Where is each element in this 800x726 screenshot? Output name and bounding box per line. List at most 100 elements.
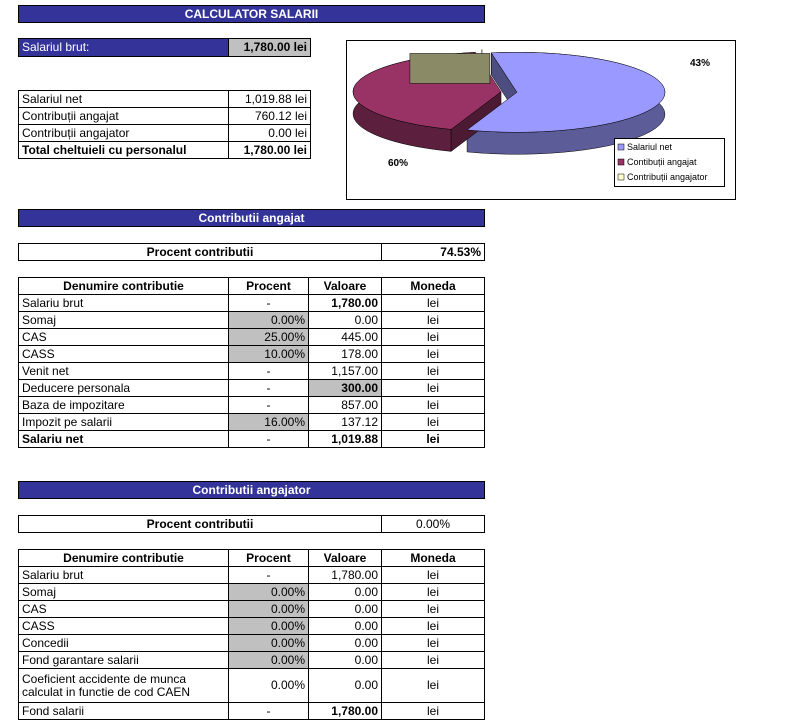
- table-cell: Salariu brut: [18, 294, 229, 312]
- table-cell: 857.00: [308, 396, 382, 414]
- table-cell: 1,780.00: [308, 294, 382, 312]
- table-cell: 137.12: [308, 413, 382, 431]
- table-cell: 1,019.88: [308, 430, 382, 448]
- table-cell: Baza de impozitare: [18, 396, 229, 414]
- column-header: Moneda: [381, 549, 485, 567]
- table-cell: -: [228, 379, 309, 397]
- summary-value: 1,780.00 lei: [228, 141, 311, 159]
- summary-value: 0.00 lei: [228, 124, 311, 142]
- legend-swatch: [617, 173, 625, 181]
- summary-label: Contribuții angajat: [18, 107, 229, 125]
- section-header: Contributii angajator: [18, 481, 485, 499]
- table-cell: -: [228, 702, 309, 720]
- table-cell: Deducere personala: [18, 379, 229, 397]
- table-cell: Coeficient accidente de munca calculat i…: [18, 668, 229, 703]
- table-cell: 300.00: [308, 379, 382, 397]
- legend-label: Contibuții angajat: [627, 157, 697, 167]
- pie-chart: 60% 43% Salariul net Contibuții angajat Cont…: [346, 40, 736, 200]
- table-cell: lei: [381, 566, 485, 584]
- table-cell: lei: [381, 651, 485, 669]
- table-cell: 0.00: [308, 617, 382, 635]
- pie-label: 60%: [388, 158, 408, 169]
- table-cell: 0.00%: [228, 583, 309, 601]
- column-header: Denumire contributie: [18, 549, 229, 567]
- table-cell: 1,157.00: [308, 362, 382, 380]
- table-cell: 0.00%: [228, 617, 309, 635]
- table-cell: lei: [381, 634, 485, 652]
- table-cell: -: [228, 430, 309, 448]
- percent-value: 0.00%: [381, 515, 485, 533]
- table-cell: lei: [381, 413, 485, 431]
- gross-label: Salariul brut:: [18, 38, 229, 57]
- table-cell: 10.00%: [228, 345, 309, 363]
- pie-slice: [466, 52, 666, 133]
- summary-value: 1,019.88 lei: [228, 90, 311, 108]
- table-cell: 0.00%: [228, 634, 309, 652]
- table-cell: 0.00: [308, 600, 382, 618]
- table-cell: -: [228, 396, 309, 414]
- percent-label: Procent contributii: [18, 243, 382, 261]
- table-cell: lei: [381, 396, 485, 414]
- table-cell: lei: [381, 345, 485, 363]
- table-cell: Concedii: [18, 634, 229, 652]
- legend-box: [614, 138, 725, 187]
- column-header: Valoare: [308, 549, 382, 567]
- legend-label: Contribuții angajator: [627, 172, 708, 182]
- legend-swatch: [617, 158, 625, 166]
- table-cell: CAS: [18, 328, 229, 346]
- summary-label: Total cheltuieli cu personalul: [18, 141, 229, 159]
- percent-value: 74.53%: [381, 243, 485, 261]
- table-cell: 0.00: [308, 634, 382, 652]
- table-cell: 0.00: [308, 311, 382, 329]
- section-header: Contributii angajat: [18, 209, 485, 227]
- column-header: Valoare: [308, 277, 382, 295]
- table-cell: lei: [381, 294, 485, 312]
- table-cell: CASS: [18, 617, 229, 635]
- table-cell: lei: [381, 600, 485, 618]
- table-cell: 0.00%: [228, 651, 309, 669]
- table-cell: 0.00%: [228, 311, 309, 329]
- column-header: Moneda: [381, 277, 485, 295]
- table-cell: lei: [381, 328, 485, 346]
- table-cell: 445.00: [308, 328, 382, 346]
- table-cell: Fond salarii: [18, 702, 229, 720]
- table-cell: CASS: [18, 345, 229, 363]
- table-cell: 16.00%: [228, 413, 309, 431]
- table-cell: Impozit pe salarii: [18, 413, 229, 431]
- table-cell: 0.00%: [228, 668, 309, 703]
- table-cell: -: [228, 294, 309, 312]
- table-cell: -: [228, 362, 309, 380]
- percent-label: Procent contributii: [18, 515, 382, 533]
- table-cell: 0.00: [308, 651, 382, 669]
- table-cell: lei: [381, 311, 485, 329]
- table-cell: lei: [381, 668, 485, 703]
- pie-label: 43%: [690, 58, 710, 69]
- table-cell: 1,780.00: [308, 566, 382, 584]
- pie-slice: [409, 53, 491, 84]
- summary-value: 760.12 lei: [228, 107, 311, 125]
- table-cell: Salariu net: [18, 430, 229, 448]
- column-header: Procent: [228, 549, 309, 567]
- table-cell: lei: [381, 430, 485, 448]
- table-cell: Fond garantare salarii: [18, 651, 229, 669]
- table-cell: Salariu brut: [18, 566, 229, 584]
- column-header: Denumire contributie: [18, 277, 229, 295]
- table-cell: lei: [381, 379, 485, 397]
- table-cell: lei: [381, 702, 485, 720]
- table-cell: 0.00: [308, 668, 382, 703]
- table-cell: 178.00: [308, 345, 382, 363]
- summary-label: Contribuții angajator: [18, 124, 229, 142]
- table-cell: -: [228, 566, 309, 584]
- table-cell: lei: [381, 583, 485, 601]
- table-cell: 25.00%: [228, 328, 309, 346]
- table-cell: Somaj: [18, 583, 229, 601]
- table-cell: lei: [381, 617, 485, 635]
- summary-label: Salariul net: [18, 90, 229, 108]
- legend-swatch: [617, 143, 625, 151]
- table-cell: CAS: [18, 600, 229, 618]
- table-cell: 1,780.00: [308, 702, 382, 720]
- title-bar: CALCULATOR SALARII: [18, 5, 485, 23]
- column-header: Procent: [228, 277, 309, 295]
- table-cell: 0.00: [308, 583, 382, 601]
